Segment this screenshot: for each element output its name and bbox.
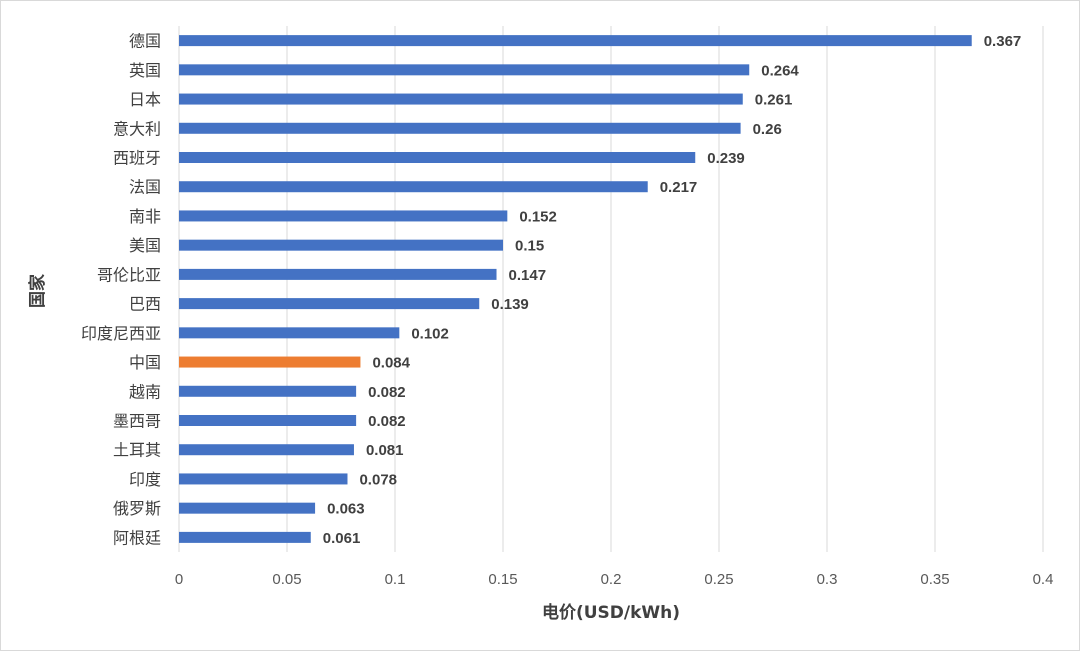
- category-label: 西班牙: [113, 149, 161, 168]
- data-label: 0.082: [368, 413, 406, 430]
- bar: [179, 415, 357, 426]
- data-label: 0.084: [372, 355, 410, 372]
- category-labels: 德国英国日本意大利西班牙法国南非美国哥伦比亚巴西印度尼西亚中国越南墨西哥土耳其印…: [81, 32, 161, 548]
- category-label: 日本: [129, 90, 161, 109]
- bar: [179, 210, 508, 222]
- category-label: 阿根廷: [113, 528, 161, 547]
- y-axis-title: 国家: [27, 274, 48, 308]
- data-label: 0.082: [368, 384, 406, 401]
- x-tick-label: 0.25: [704, 571, 733, 588]
- data-label: 0.26: [753, 121, 782, 138]
- x-tick-label: 0.2: [601, 571, 622, 588]
- data-label: 0.367: [984, 33, 1022, 50]
- category-label: 德国: [129, 32, 161, 51]
- bar: [179, 64, 750, 76]
- x-tick-label: 0.4: [1033, 571, 1054, 588]
- category-label: 中国: [129, 353, 161, 372]
- bar: [179, 152, 696, 163]
- gridlines: [178, 26, 1044, 552]
- x-tick-label: 0: [175, 571, 183, 588]
- bar: [179, 35, 972, 47]
- category-label: 墨西哥: [113, 412, 161, 431]
- category-label: 哥伦比亚: [97, 265, 161, 284]
- category-label: 越南: [129, 382, 161, 401]
- bar: [179, 327, 400, 339]
- data-label: 0.102: [411, 325, 449, 342]
- x-tick-label: 0.05: [272, 571, 301, 588]
- data-label: 0.261: [755, 92, 793, 109]
- x-tick-label: 0.1: [385, 571, 406, 588]
- data-label: 0.139: [491, 296, 529, 313]
- bar: [179, 385, 357, 397]
- category-label: 印度: [129, 470, 161, 489]
- bar: [179, 444, 354, 456]
- data-label: 0.081: [366, 442, 404, 459]
- x-axis-title: 电价(USD/kWh): [542, 602, 680, 623]
- x-tick-labels: 0 0.05 0.1 0.15 0.2 0.25 0.3 0.35 0.4: [175, 571, 1054, 588]
- data-label: 0.264: [761, 62, 799, 79]
- bar: [179, 268, 497, 280]
- category-label: 土耳其: [113, 441, 161, 460]
- data-label: 0.239: [707, 150, 745, 167]
- data-label: 0.147: [509, 267, 547, 284]
- category-label: 英国: [129, 61, 161, 80]
- bar: [179, 356, 361, 368]
- bar: [179, 239, 503, 251]
- data-label: 0.152: [519, 208, 557, 225]
- bar: [179, 298, 480, 310]
- x-tick-label: 0.3: [817, 571, 838, 588]
- bar: [179, 181, 648, 193]
- bar: [179, 531, 311, 543]
- bar: [179, 473, 348, 485]
- data-labels: 0.367 0.264 0.261 0.26 0.239 0.217 0.152 0.15 0.…: [323, 33, 1022, 547]
- data-label: 0.078: [359, 471, 397, 488]
- bar: [179, 122, 741, 134]
- bar: [179, 93, 743, 105]
- x-tick-label: 0.35: [920, 571, 949, 588]
- category-label: 南非: [129, 207, 161, 226]
- category-label: 法国: [129, 178, 161, 197]
- category-label: 俄罗斯: [113, 499, 161, 518]
- category-label: 美国: [129, 236, 161, 255]
- data-label: 0.217: [660, 179, 698, 196]
- category-label: 意大利: [113, 119, 161, 138]
- bar: [179, 502, 316, 514]
- data-label: 0.063: [327, 501, 365, 518]
- category-label: 巴西: [129, 295, 161, 314]
- bars: [179, 35, 972, 543]
- data-label: 0.15: [515, 238, 544, 255]
- x-tick-label: 0.15: [488, 571, 517, 588]
- data-label: 0.061: [323, 530, 361, 547]
- category-label: 印度尼西亚: [81, 324, 161, 343]
